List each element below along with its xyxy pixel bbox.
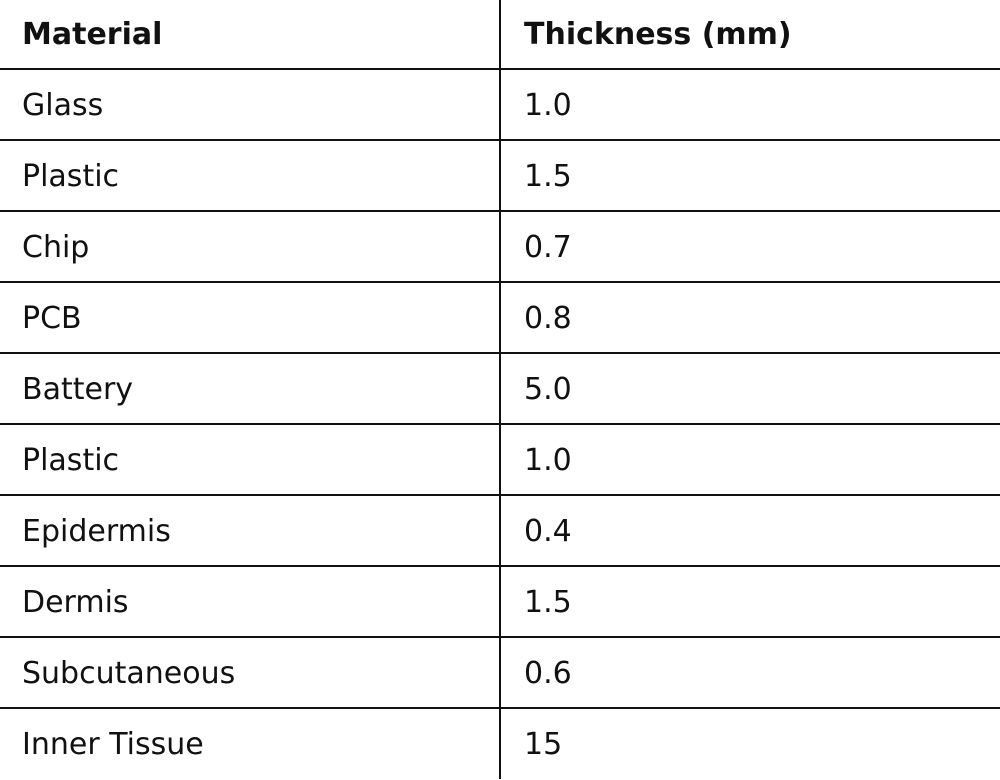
table-cell: Glass [22,88,104,123]
table-cell: Dermis [22,585,129,620]
table-cell: 0.7 [524,230,572,265]
table-cell: 0.8 [524,301,572,336]
header-row: Material Thickness (mm) [0,0,1000,70]
table-row: Chip 0.7 [0,213,1000,283]
table-cell: 15 [524,727,563,762]
table-row: Inner Tissue 15 [0,710,1000,780]
table-cell: Plastic [22,443,120,478]
table-row: Subcutaneous 0.6 [0,639,1000,709]
table-cell: Epidermis [22,514,171,549]
table-cell: Inner Tissue [22,727,204,762]
table-row: Dermis 1.5 [0,568,1000,638]
table-cell: 1.0 [524,88,572,123]
table-row: Glass 1.0 [0,71,1000,141]
table-cell: 0.4 [524,514,572,549]
table-cell: PCB [22,301,82,336]
table-cell: 1.5 [524,159,572,194]
table-cell: Chip [22,230,90,265]
header-cell: Material [22,17,163,52]
table-row: PCB 0.8 [0,284,1000,354]
table-row: Epidermis 0.4 [0,497,1000,567]
table-row: Plastic 1.0 [0,426,1000,496]
table-cell: 1.5 [524,585,572,620]
table-row: Plastic 1.5 [0,142,1000,212]
column-divider [499,0,501,779]
header-cell: Thickness (mm) [524,17,792,52]
table-cell: Battery [22,372,134,407]
table-cell: Plastic [22,159,120,194]
table-cell: 1.0 [524,443,572,478]
table-cell: 5.0 [524,372,572,407]
table-cell: 0.6 [524,656,572,691]
table-row: Battery 5.0 [0,355,1000,425]
table-cell: Subcutaneous [22,656,236,691]
